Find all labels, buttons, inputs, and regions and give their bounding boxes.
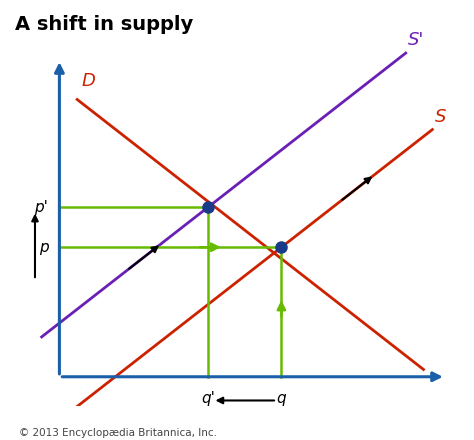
Text: A shift in supply: A shift in supply [15,15,193,34]
Text: S': S' [408,31,424,49]
Text: q': q' [201,391,215,407]
Text: p': p' [35,200,48,215]
Text: p: p [39,240,48,255]
Text: D: D [82,72,95,90]
Text: q: q [277,391,286,407]
Text: © 2013 Encyclopædia Britannica, Inc.: © 2013 Encyclopædia Britannica, Inc. [19,428,217,438]
Text: S: S [435,108,446,126]
